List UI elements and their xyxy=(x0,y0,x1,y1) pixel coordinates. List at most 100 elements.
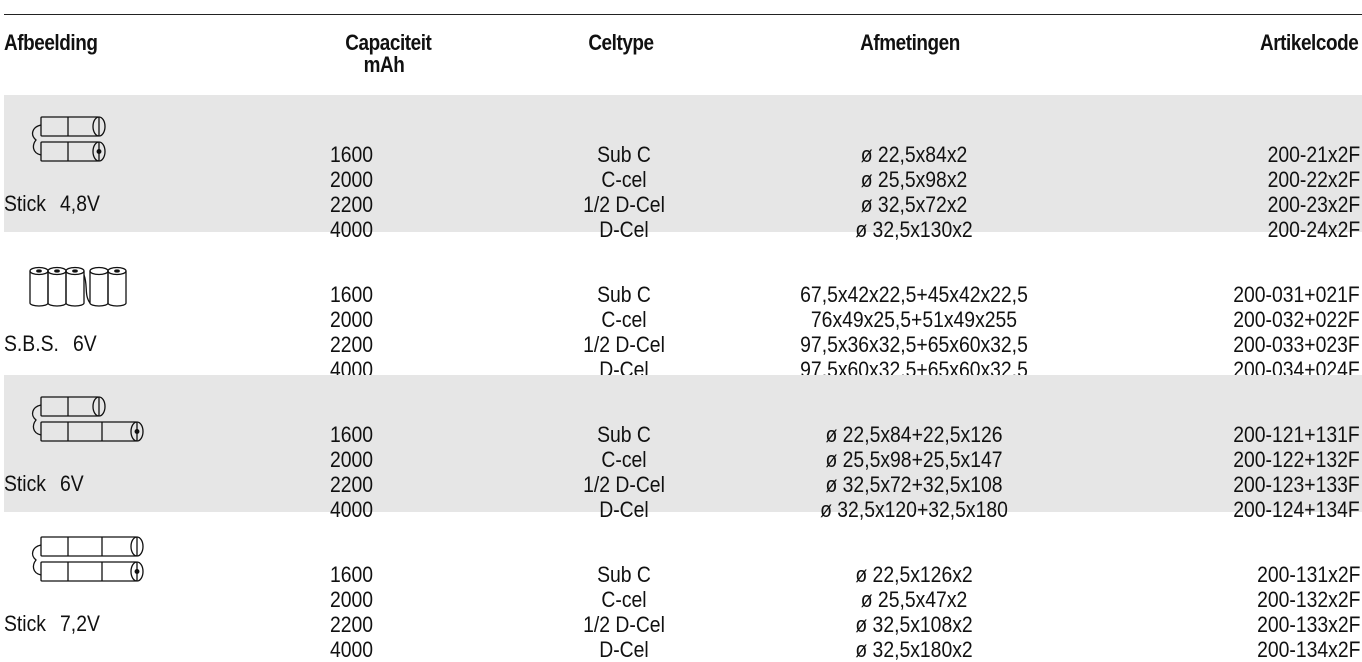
article-code: 200-132x2F xyxy=(1256,587,1360,612)
capacity-value: 2200 xyxy=(330,472,374,497)
pack-label: Stick 6V xyxy=(4,471,84,496)
dimensions-list: ø 22,5x84+22,5x126 ø 25,5x98+25,5x147 ø … xyxy=(738,422,1090,522)
capacity-value: 1600 xyxy=(330,422,374,447)
article-code: 200-134x2F xyxy=(1256,637,1360,662)
pack-type: S.B.S. xyxy=(4,331,59,356)
capacity-value: 1600 xyxy=(330,142,374,167)
two-plus-three-cell-stick-pack-icon xyxy=(31,396,144,442)
table-row-group: Stick 4,8V 1600 2000 2200 4000 Sub C C-ce… xyxy=(4,95,1362,242)
celltype-value: 1/2 D-Cel xyxy=(583,472,665,497)
dimension-value: 97,5x36x32,5+65x60x32,5 xyxy=(800,332,1028,357)
capacity-value: 2200 xyxy=(330,332,374,357)
pack-type: Stick xyxy=(4,191,46,216)
capacity-list: 1600 2000 2200 4000 xyxy=(330,562,418,662)
dimension-value: ø 32,5x180x2 xyxy=(855,637,973,662)
pack-label: S.B.S. 6V xyxy=(4,331,97,356)
header-image: Afbeelding xyxy=(4,30,98,55)
article-code: 200-133x2F xyxy=(1256,612,1360,637)
article-code: 200-121+131F xyxy=(1233,422,1360,447)
celltype-value: 1/2 D-Cel xyxy=(583,612,665,637)
dimension-value: ø 32,5x108x2 xyxy=(855,612,973,637)
article-code-list: 200-121+131F 200-122+132F 200-123+133F 2… xyxy=(1234,422,1360,522)
table-row-group: Stick 6V 1600 2000 2200 4000 Sub C C-cel … xyxy=(4,375,1362,522)
top-rule xyxy=(4,14,1362,15)
article-code-list: 200-131x2F 200-132x2F 200-133x2F 200-134… xyxy=(1257,562,1360,662)
pack-type: Stick xyxy=(4,611,46,636)
celltype-value: C-cel xyxy=(601,167,647,192)
capacity-value: 2200 xyxy=(330,612,374,637)
header-capacity: Capaciteit mAh xyxy=(345,32,432,76)
pack-label: Stick 4,8V xyxy=(4,191,100,216)
dimension-value: ø 22,5x84+22,5x126 xyxy=(825,422,1003,447)
dimension-value: ø 22,5x84x2 xyxy=(860,142,968,167)
article-code: 200-23x2F xyxy=(1267,192,1360,217)
article-code-list: 200-21x2F 200-22x2F 200-23x2F 200-24x2F xyxy=(1267,142,1360,242)
header-article-code: Artikelcode xyxy=(1259,30,1359,55)
capacity-list: 1600 2000 2200 4000 xyxy=(330,142,418,242)
celltype-value: C-cel xyxy=(601,447,647,472)
celltype-list: Sub C C-cel 1/2 D-Cel D-Cel xyxy=(558,282,690,382)
dimension-value: 67,5x42x22,5+45x42x22,5 xyxy=(800,282,1028,307)
article-code: 200-031+021F xyxy=(1233,282,1360,307)
article-code: 200-22x2F xyxy=(1267,167,1360,192)
capacity-value: 4000 xyxy=(330,497,374,522)
celltype-value: Sub C xyxy=(597,562,651,587)
article-code: 200-24x2F xyxy=(1267,217,1360,242)
capacity-value: 1600 xyxy=(330,282,374,307)
dimensions-list: ø 22,5x84x2 ø 25,5x98x2 ø 32,5x72x2 ø 32… xyxy=(738,142,1090,242)
pack-voltage: 4,8V xyxy=(60,191,100,216)
article-code: 200-124+134F xyxy=(1233,497,1360,522)
capacity-value: 4000 xyxy=(330,217,374,242)
celltype-value: C-cel xyxy=(601,307,647,332)
dimension-value: ø 32,5x72x2 xyxy=(860,192,968,217)
table-row-group: S.B.S. 6V 1600 2000 2200 4000 Sub C C-cel… xyxy=(4,235,1362,382)
article-code: 200-122+132F xyxy=(1233,447,1360,472)
capacity-value: 1600 xyxy=(330,562,374,587)
table-row-group: Stick 7,2V 1600 2000 2200 4000 Sub C C-ce… xyxy=(4,515,1362,662)
capacity-value: 4000 xyxy=(330,637,374,662)
celltype-value: D-Cel xyxy=(599,217,649,242)
capacity-value: 2200 xyxy=(330,192,374,217)
celltype-value: Sub C xyxy=(597,422,651,447)
article-code-list: 200-031+021F 200-032+022F 200-033+023F 2… xyxy=(1234,282,1360,382)
article-code: 200-123+133F xyxy=(1233,472,1360,497)
header-celltype: Celtype xyxy=(588,30,654,55)
capacity-value: 2000 xyxy=(330,447,374,472)
pack-voltage: 7,2V xyxy=(60,611,100,636)
celltype-value: D-Cel xyxy=(599,497,649,522)
celltype-list: Sub C C-cel 1/2 D-Cel D-Cel xyxy=(558,562,690,662)
side-by-side-cell-pack-icon xyxy=(29,266,127,307)
article-code: 200-033+023F xyxy=(1233,332,1360,357)
dimensions-list: ø 22,5x126x2 ø 25,5x47x2 ø 32,5x108x2 ø … xyxy=(738,562,1090,662)
celltype-value: C-cel xyxy=(601,587,647,612)
dimension-value: ø 25,5x47x2 xyxy=(860,587,968,612)
celltype-value: Sub C xyxy=(597,282,651,307)
three-plus-three-cell-stick-pack-icon xyxy=(31,536,144,582)
header-dimensions: Afmetingen xyxy=(860,30,960,55)
dimension-value: 76x49x25,5+51x49x255 xyxy=(810,307,1018,332)
dimension-value: ø 25,5x98+25,5x147 xyxy=(825,447,1003,472)
dimension-value: ø 25,5x98x2 xyxy=(860,167,968,192)
pack-voltage: 6V xyxy=(72,331,97,356)
capacity-value: 2000 xyxy=(330,587,374,612)
celltype-value: D-Cel xyxy=(599,637,649,662)
celltype-list: Sub C C-cel 1/2 D-Cel D-Cel xyxy=(558,422,690,522)
celltype-value: 1/2 D-Cel xyxy=(583,192,665,217)
celltype-value: Sub C xyxy=(597,142,651,167)
dimensions-list: 67,5x42x22,5+45x42x22,5 76x49x25,5+51x49… xyxy=(738,282,1090,382)
capacity-list: 1600 2000 2200 4000 xyxy=(330,422,418,522)
two-cell-stick-pack-icon xyxy=(31,116,106,162)
capacity-value: 2000 xyxy=(330,167,374,192)
pack-label: Stick 7,2V xyxy=(4,611,100,636)
capacity-value: 2000 xyxy=(330,307,374,332)
dimension-value: ø 32,5x130x2 xyxy=(855,217,973,242)
pack-type: Stick xyxy=(4,471,46,496)
capacity-list: 1600 2000 2200 4000 xyxy=(330,282,418,382)
pack-voltage: 6V xyxy=(60,471,84,496)
article-code: 200-21x2F xyxy=(1267,142,1360,167)
celltype-value: 1/2 D-Cel xyxy=(583,332,665,357)
dimension-value: ø 32,5x72+32,5x108 xyxy=(825,472,1003,497)
dimension-value: ø 22,5x126x2 xyxy=(855,562,973,587)
celltype-list: Sub C C-cel 1/2 D-Cel D-Cel xyxy=(558,142,690,242)
article-code: 200-032+022F xyxy=(1233,307,1360,332)
